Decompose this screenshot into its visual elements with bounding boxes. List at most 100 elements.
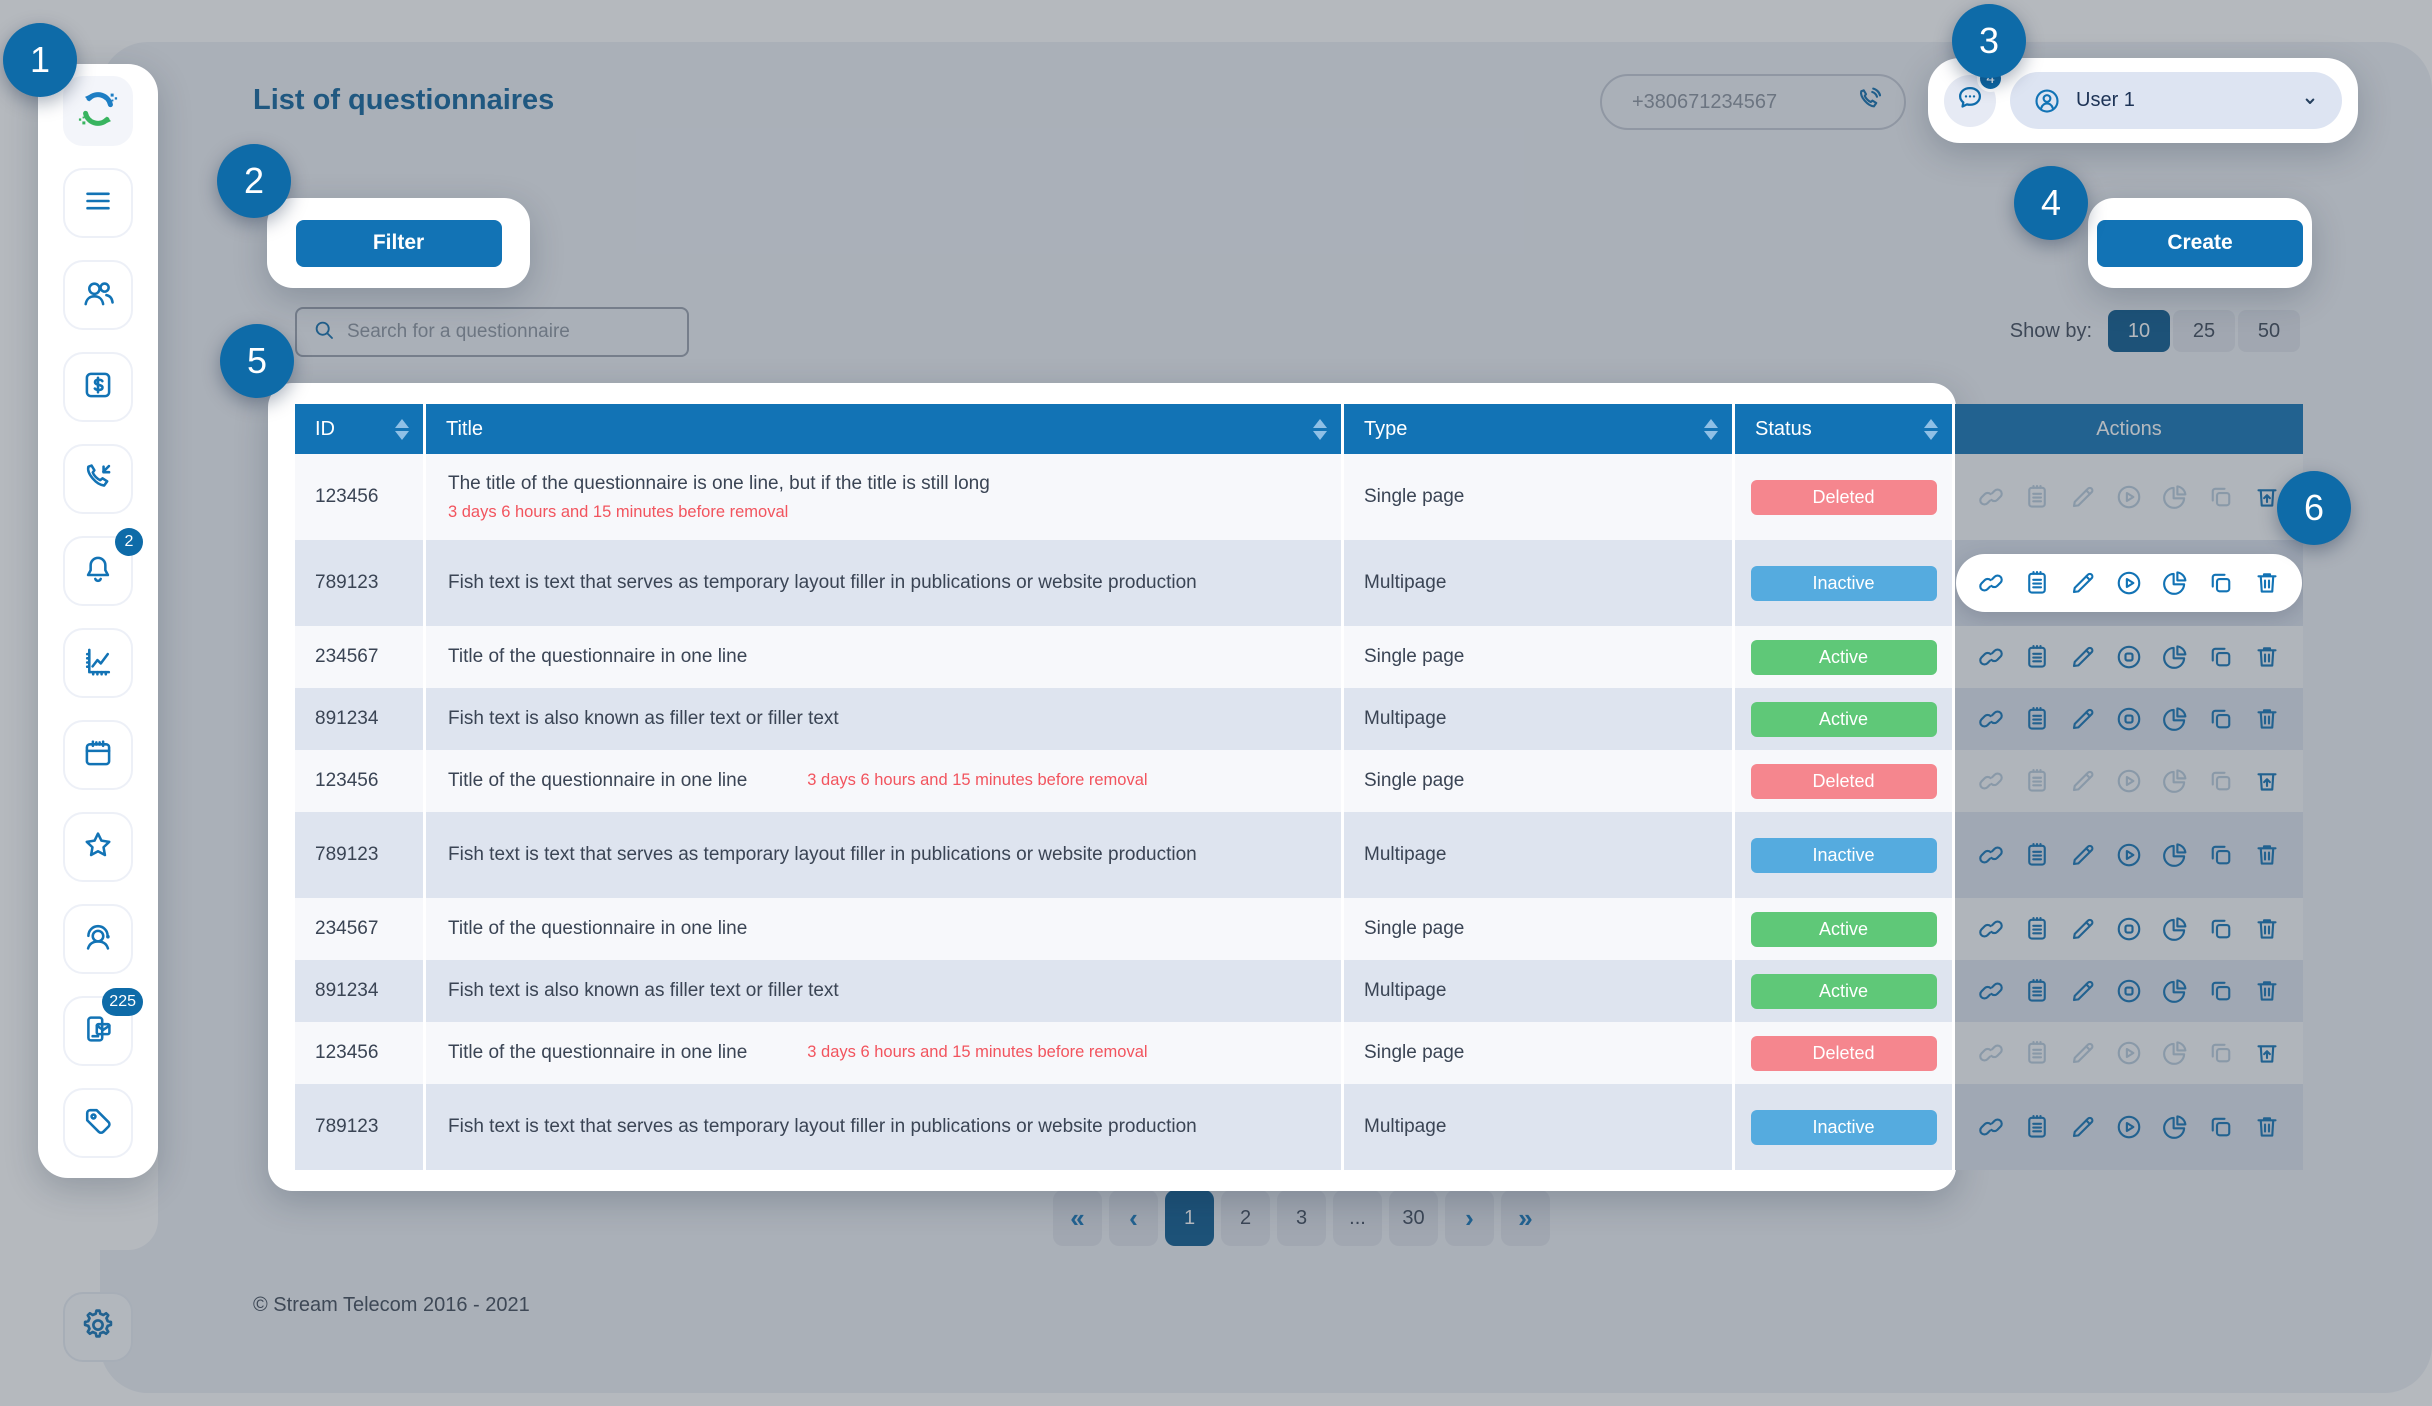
sort-icon[interactable] — [1924, 418, 1938, 440]
search-box[interactable] — [295, 307, 689, 357]
sidebar-item-support[interactable] — [63, 904, 133, 974]
play-button[interactable] — [2114, 1112, 2144, 1142]
column-header-title[interactable]: Title — [426, 404, 1344, 454]
cell-title: Fish text is also known as filler text o… — [426, 688, 1344, 750]
page-size-25-button[interactable]: 25 — [2173, 310, 2235, 352]
copy-button[interactable] — [2206, 642, 2236, 672]
restore-button[interactable] — [2252, 1038, 2282, 1068]
edit-button[interactable] — [2068, 642, 2098, 672]
sidebar-item-menu[interactable] — [63, 168, 133, 238]
copy-button[interactable] — [2206, 1112, 2236, 1142]
stop-button[interactable] — [2114, 914, 2144, 944]
page-1-button[interactable]: 1 — [1165, 1190, 1214, 1246]
link-button[interactable] — [1976, 840, 2006, 870]
sort-icon[interactable] — [1313, 418, 1327, 440]
copy-button[interactable] — [2206, 568, 2236, 598]
sidebar-item-analytics[interactable] — [63, 628, 133, 698]
delete-button[interactable] — [2252, 840, 2282, 870]
questionnaire-title: Fish text is text that serves as tempora… — [448, 572, 1197, 594]
page-size-10-button[interactable]: 10 — [2108, 310, 2170, 352]
clipboard-button[interactable] — [2022, 840, 2052, 870]
sidebar-item-contacts[interactable] — [63, 260, 133, 330]
create-button[interactable]: Create — [2097, 219, 2303, 267]
delete-button[interactable] — [2252, 914, 2282, 944]
sidebar-item-favorites[interactable] — [63, 812, 133, 882]
delete-button[interactable] — [2252, 976, 2282, 1006]
delete-button[interactable] — [2252, 568, 2282, 598]
page-size-50-button[interactable]: 50 — [2238, 310, 2300, 352]
clipboard-button[interactable] — [2022, 642, 2052, 672]
last-page-button[interactable]: » — [1501, 1190, 1550, 1246]
edit-button[interactable] — [2068, 976, 2098, 1006]
delete-button[interactable] — [2252, 642, 2282, 672]
search-input[interactable] — [347, 321, 673, 343]
copy-button[interactable] — [2206, 976, 2236, 1006]
copy-button[interactable] — [2206, 840, 2236, 870]
link-button[interactable] — [1976, 914, 2006, 944]
sort-icon[interactable] — [1704, 418, 1718, 440]
sidebar-item-billing[interactable] — [63, 352, 133, 422]
link-button[interactable] — [1976, 1112, 2006, 1142]
pie-chart-button[interactable] — [2160, 704, 2190, 734]
edit-button[interactable] — [2068, 568, 2098, 598]
edit-button[interactable] — [2068, 914, 2098, 944]
page-30-button[interactable]: 30 — [1389, 1190, 1438, 1246]
play-button[interactable] — [2114, 568, 2144, 598]
sort-icon[interactable] — [395, 418, 409, 440]
page-3-button[interactable]: 3 — [1277, 1190, 1326, 1246]
sidebar-item-sms[interactable]: 225 — [63, 988, 143, 1066]
clipboard-button[interactable] — [2022, 914, 2052, 944]
column-header-id[interactable]: ID — [295, 404, 426, 454]
filter-button[interactable]: Filter — [295, 219, 502, 267]
next-page-button[interactable]: › — [1445, 1190, 1494, 1246]
play-icon — [2114, 482, 2144, 512]
edit-button[interactable] — [2068, 840, 2098, 870]
stop-button[interactable] — [2114, 704, 2144, 734]
link-button[interactable] — [1976, 976, 2006, 1006]
link-button[interactable] — [1976, 642, 2006, 672]
cell-status: Deleted — [1735, 454, 1955, 540]
page-2-button[interactable]: 2 — [1221, 1190, 1270, 1246]
questionnaire-title: Title of the questionnaire in one line — [448, 918, 748, 940]
pie-chart-button[interactable] — [2160, 568, 2190, 598]
sidebar-item-calendar[interactable] — [63, 720, 133, 790]
stop-button[interactable] — [2114, 642, 2144, 672]
phone-icon[interactable] — [1854, 85, 1884, 120]
clipboard-button[interactable] — [2022, 568, 2052, 598]
column-header-type[interactable]: Type — [1344, 404, 1735, 454]
delete-button[interactable] — [2252, 704, 2282, 734]
edit-button[interactable] — [2068, 704, 2098, 734]
pie-chart-button[interactable] — [2160, 1112, 2190, 1142]
prev-page-button[interactable]: ‹ — [1109, 1190, 1158, 1246]
clipboard-button[interactable] — [2022, 976, 2052, 1006]
pie-chart-button[interactable] — [2160, 976, 2190, 1006]
column-header-status[interactable]: Status — [1735, 404, 1955, 454]
restore-button[interactable] — [2252, 482, 2282, 512]
pie-chart-button[interactable] — [2160, 840, 2190, 870]
delete-button[interactable] — [2252, 1112, 2282, 1142]
sidebar-item-notifications[interactable]: 2 — [63, 528, 143, 606]
sidebar-item-calls[interactable] — [63, 444, 133, 514]
sidebar-item-tags[interactable] — [63, 1088, 133, 1158]
pie-chart-button[interactable] — [2160, 642, 2190, 672]
play-button[interactable] — [2114, 840, 2144, 870]
link-button[interactable] — [1976, 704, 2006, 734]
first-page-button[interactable]: « — [1053, 1190, 1102, 1246]
sidebar-item-settings[interactable] — [63, 1292, 133, 1362]
link-button[interactable] — [1976, 568, 2006, 598]
restore-button[interactable] — [2252, 766, 2282, 796]
clipboard-button[interactable] — [2022, 1112, 2052, 1142]
copy-button[interactable] — [2206, 914, 2236, 944]
stream-telecom-logo[interactable] — [63, 76, 133, 146]
edit-button[interactable] — [2068, 1112, 2098, 1142]
phone-number-input[interactable] — [1632, 90, 1842, 114]
pie-chart-button[interactable] — [2160, 914, 2190, 944]
copy-button[interactable] — [2206, 704, 2236, 734]
user-menu[interactable]: User 1 — [2010, 72, 2342, 129]
phone-widget[interactable] — [1600, 74, 1906, 130]
chat-button[interactable]: 4 — [1944, 64, 2004, 127]
chevron-down-icon[interactable] — [2300, 91, 2320, 111]
stop-button[interactable] — [2114, 976, 2144, 1006]
clipboard-button[interactable] — [2022, 704, 2052, 734]
stop-icon — [2114, 642, 2144, 672]
